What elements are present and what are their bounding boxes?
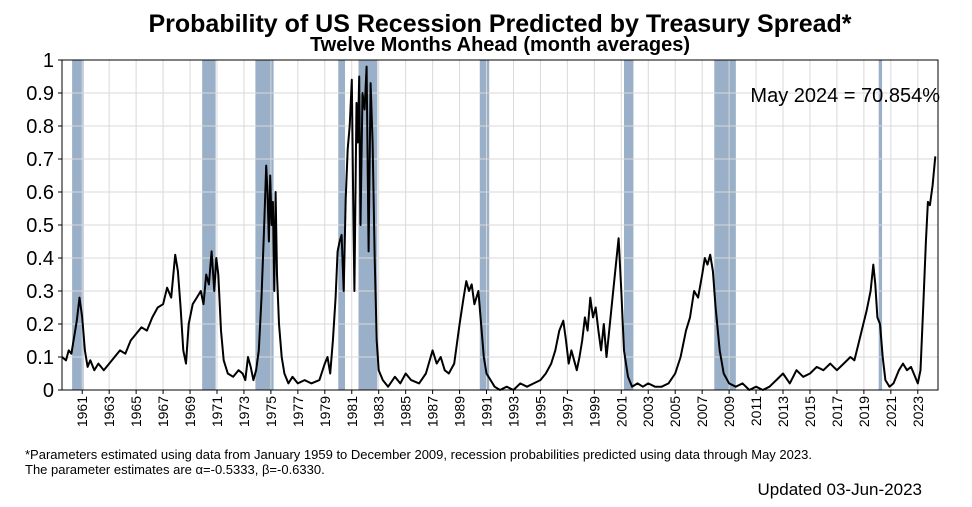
x-tick-label: 2005 — [667, 396, 683, 427]
x-tick-label: 2021 — [883, 396, 899, 427]
x-tick-label: 2013 — [775, 396, 791, 427]
x-tick-label: 2001 — [613, 396, 629, 427]
y-tick-label: 0.1 — [26, 347, 54, 369]
x-tick-label: 1969 — [182, 396, 198, 427]
latest-value-annotation: May 2024 = 70.854% — [750, 85, 940, 107]
x-tick-label: 1973 — [236, 396, 252, 427]
x-tick-label: 1993 — [505, 396, 521, 427]
x-tick-label: 2011 — [748, 396, 764, 426]
x-tick-label: 2023 — [910, 396, 926, 427]
footnote-line-2: The parameter estimates are α=-0.5333, β… — [25, 462, 325, 477]
x-tick-label: 1965 — [128, 396, 144, 427]
y-tick-label: 0.4 — [26, 248, 54, 270]
chart-title: Probability of US Recession Predicted by… — [148, 10, 851, 38]
probability-line — [61, 65, 937, 391]
x-tick-label: 1961 — [74, 396, 90, 427]
chart-subtitle: Twelve Months Ahead (month averages) — [310, 34, 690, 56]
x-tick-label: 1983 — [371, 396, 387, 427]
x-tick-label: 1981 — [344, 396, 360, 427]
y-tick-label: 0.3 — [26, 281, 54, 303]
x-tick-label: 1995 — [532, 396, 548, 427]
y-tick-label: 0.7 — [26, 149, 54, 171]
x-tick-label: 2007 — [694, 396, 710, 427]
y-tick-label: 0 — [43, 380, 54, 402]
y-tick-label: 0.8 — [26, 116, 54, 138]
x-tick-label: 2009 — [721, 396, 737, 427]
x-tick-label: 1977 — [290, 396, 306, 427]
y-tick-label: 0.9 — [26, 83, 54, 105]
x-tick-label: 1967 — [155, 396, 171, 427]
x-tick-label: 2017 — [829, 396, 845, 427]
updated-date: Updated 03-Jun-2023 — [757, 480, 922, 499]
y-tick-label: 0.5 — [26, 215, 54, 237]
x-tick-label: 1987 — [425, 396, 441, 427]
y-tick-label: 1 — [43, 50, 54, 72]
footnote-line-1: *Parameters estimated using data from Ja… — [25, 447, 812, 462]
x-tick-label: 1971 — [209, 396, 225, 427]
x-tick-label: 1997 — [559, 396, 575, 427]
x-tick-label: 2003 — [640, 396, 656, 427]
y-tick-label: 0.2 — [26, 314, 54, 336]
x-tick-label: 1975 — [263, 396, 279, 427]
x-tick-label: 1989 — [452, 396, 468, 427]
probability-series — [61, 65, 937, 391]
y-axis-ticks: 0 0.1 0.2 0.3 0.4 0.5 0.6 0.7 0.8 0.9 1 — [26, 50, 62, 402]
x-tick-label: 1985 — [398, 396, 414, 427]
y-tick-label: 0.6 — [26, 182, 54, 204]
x-tick-label: 1979 — [317, 396, 333, 427]
x-axis-ticks: 1961 1963 1965 1967 1969 1971 1973 1975 1977 1979… — [74, 390, 926, 427]
x-tick-label: 1999 — [586, 396, 602, 427]
x-tick-label: 1991 — [479, 396, 495, 427]
x-tick-label: 1963 — [101, 396, 117, 427]
x-tick-label: 2015 — [802, 396, 818, 427]
x-tick-label: 2019 — [856, 396, 872, 427]
